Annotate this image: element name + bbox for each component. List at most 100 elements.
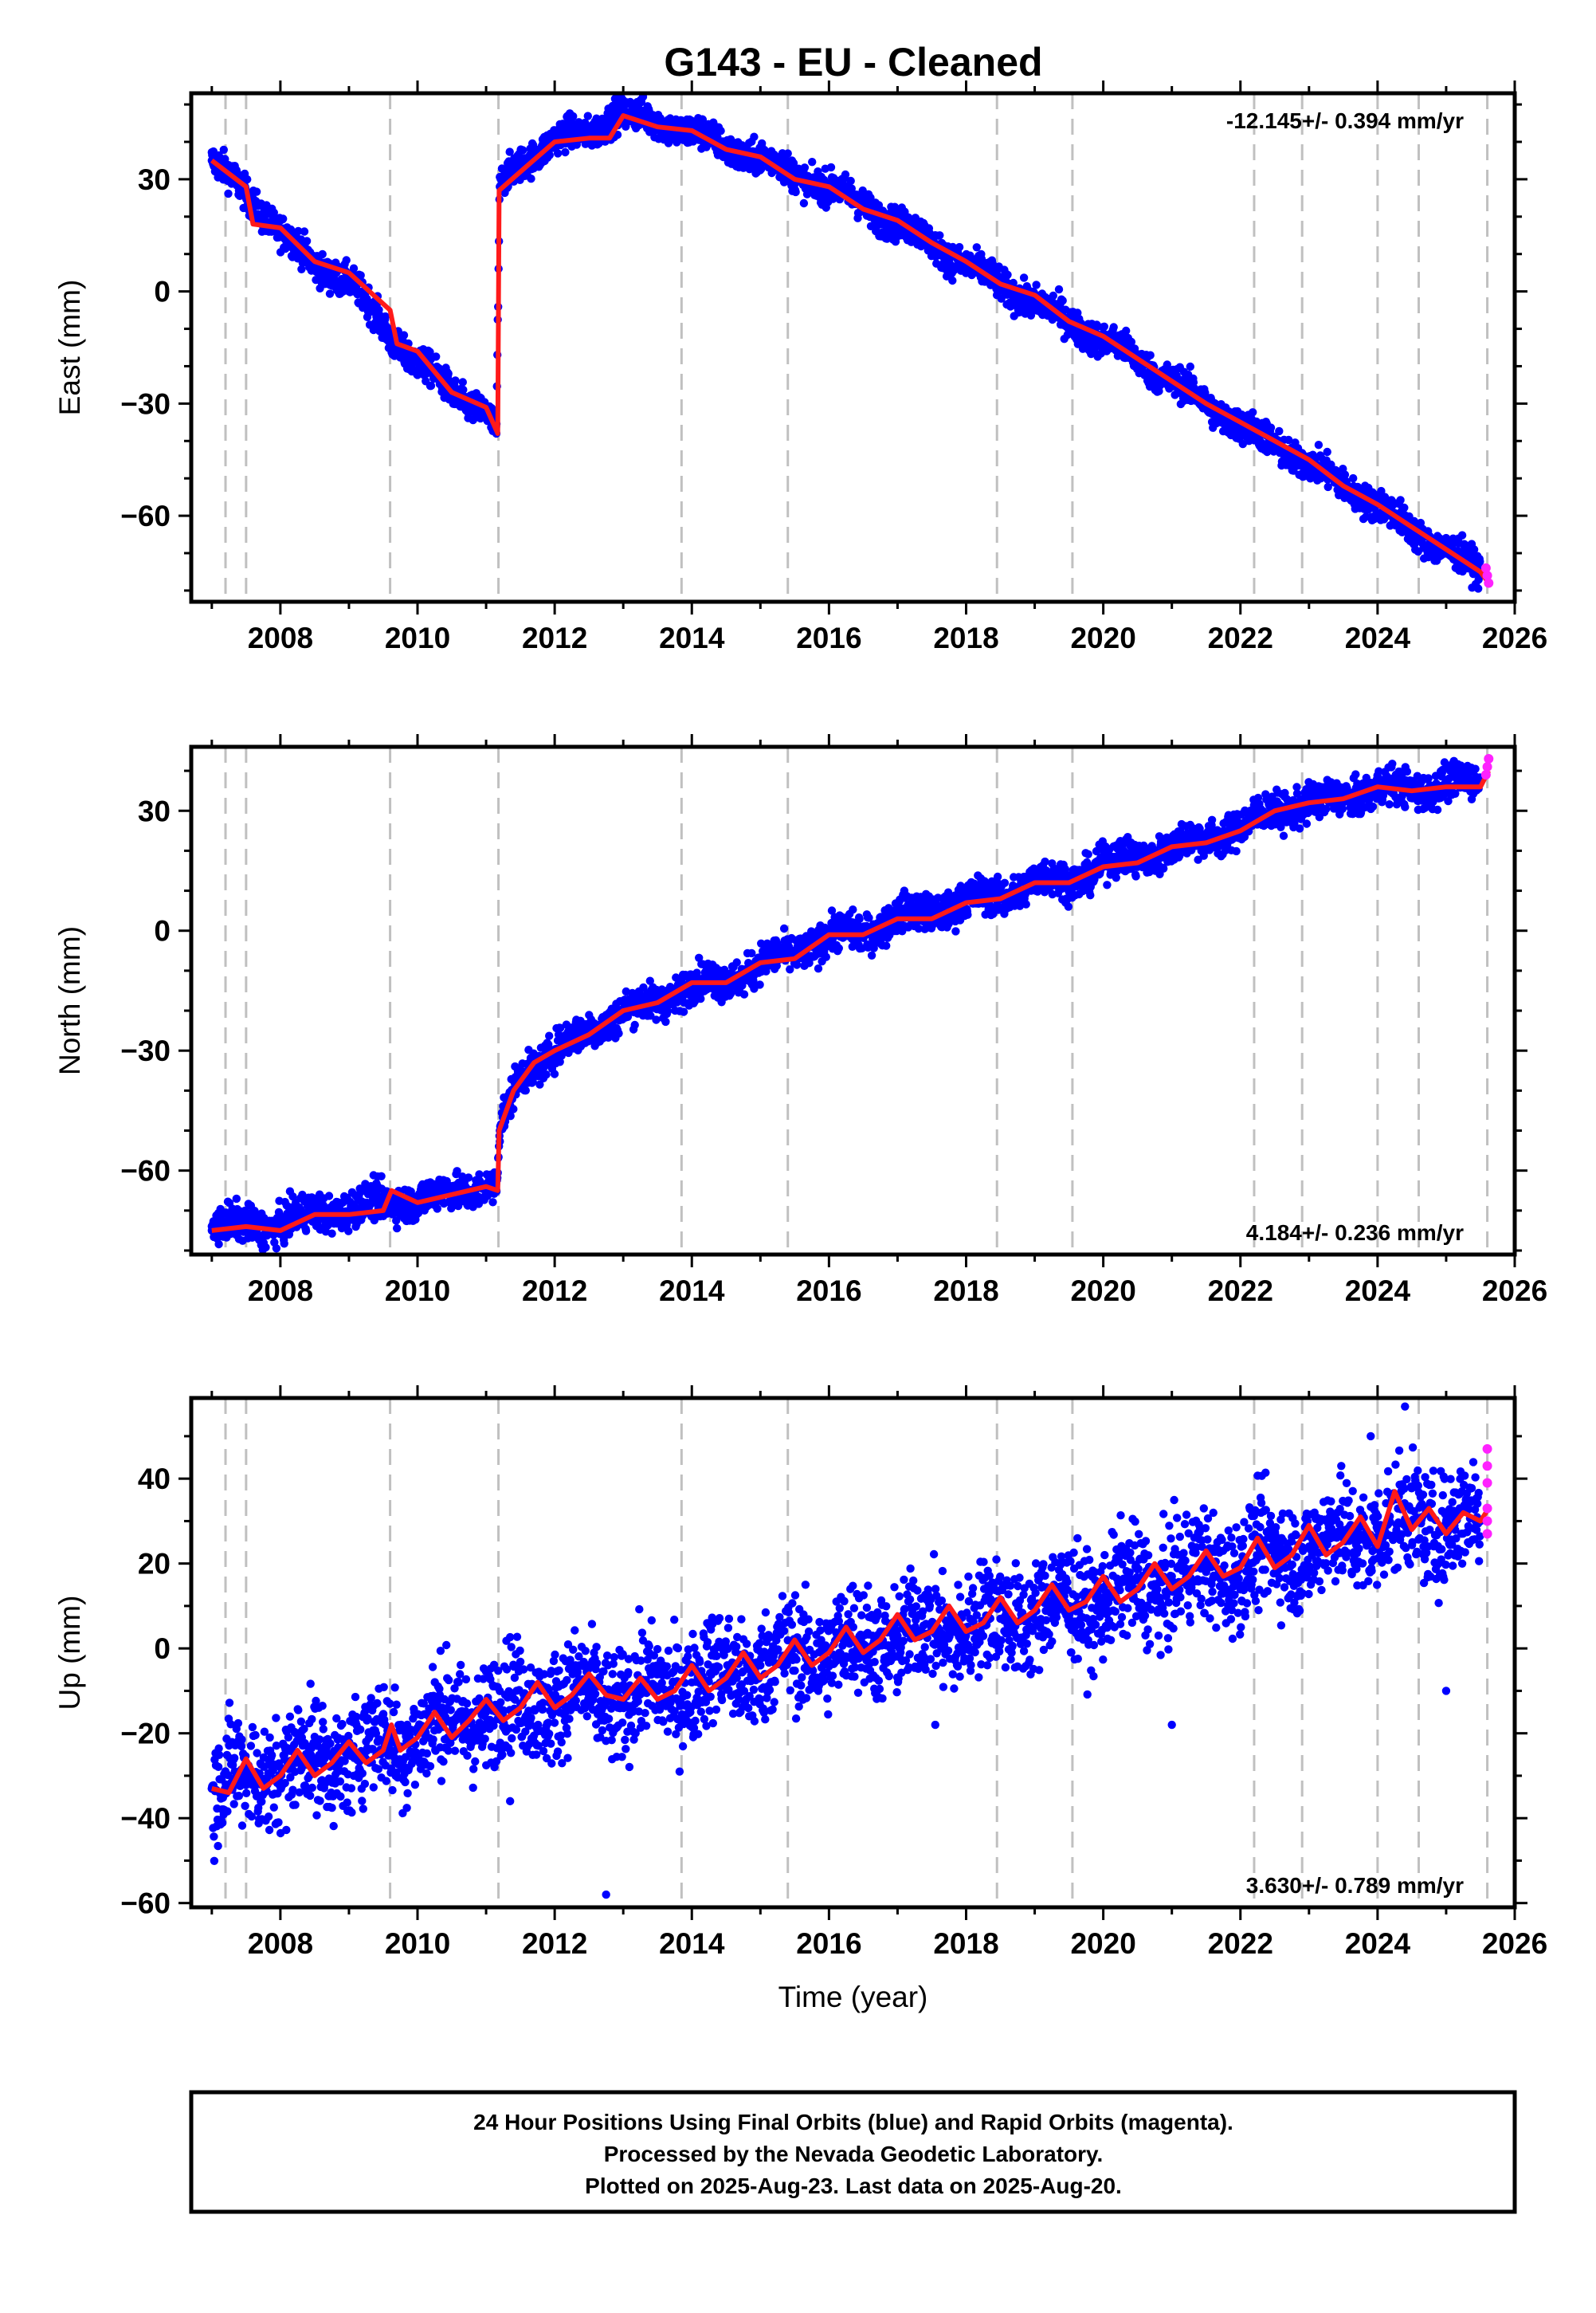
daily-position-point xyxy=(1019,273,1029,282)
daily-position-point xyxy=(583,112,592,120)
daily-position-point xyxy=(646,1011,655,1020)
daily-position-point xyxy=(261,1243,270,1252)
daily-position-point xyxy=(527,175,535,183)
daily-position-point xyxy=(1284,435,1293,445)
daily-position-point xyxy=(298,1190,307,1200)
daily-position-point xyxy=(297,265,306,273)
final-orbits-point xyxy=(344,276,354,285)
daily-position-point xyxy=(786,965,794,974)
daily-position-point xyxy=(755,980,764,989)
daily-position-point xyxy=(349,264,359,273)
final-orbits-point xyxy=(1030,298,1039,307)
daily-position-point xyxy=(1127,337,1136,347)
x-tick-label: 2010 xyxy=(385,622,450,654)
plot-frame xyxy=(189,91,1517,604)
daily-position-point xyxy=(377,1172,386,1181)
y-axis-label: East (mm) xyxy=(53,280,86,416)
daily-position-point xyxy=(747,948,756,958)
daily-position-point xyxy=(1410,516,1418,525)
daily-position-point xyxy=(569,112,578,121)
x-tick-label: 2008 xyxy=(248,622,313,654)
daily-position-point xyxy=(1340,470,1350,479)
daily-position-point xyxy=(232,1194,241,1204)
daily-position-point xyxy=(393,1223,402,1233)
daily-position-point xyxy=(622,987,630,996)
daily-position-point xyxy=(535,1080,544,1089)
daily-position-point xyxy=(1323,447,1331,457)
x-tick-label: 2020 xyxy=(1070,622,1135,654)
daily-position-point xyxy=(301,1227,311,1235)
daily-position-point xyxy=(294,226,303,236)
daily-position-point xyxy=(716,127,725,135)
rapid-orbits-point xyxy=(1480,563,1491,573)
daily-position-point xyxy=(451,376,460,385)
daily-position-point xyxy=(488,1198,497,1207)
daily-position-point xyxy=(1146,351,1155,359)
daily-position-point xyxy=(695,953,704,963)
daily-position-point xyxy=(1049,291,1058,300)
daily-position-point xyxy=(1362,512,1371,521)
daily-position-point xyxy=(1109,323,1118,332)
daily-position-point xyxy=(661,1017,670,1027)
daily-position-point xyxy=(545,1031,554,1040)
velocity-annotation: -12.145+/- 0.394 mm/yr xyxy=(1226,108,1464,133)
daily-position-point xyxy=(553,149,563,158)
daily-position-point xyxy=(300,227,309,236)
daily-position-point xyxy=(324,1192,334,1200)
daily-position-point xyxy=(539,1062,549,1071)
daily-position-point xyxy=(972,243,982,252)
daily-position-point xyxy=(1474,584,1483,593)
daily-position-point xyxy=(630,1020,639,1030)
daily-position-point xyxy=(882,941,891,950)
daily-position-point xyxy=(808,158,817,167)
daily-position-point xyxy=(252,187,261,196)
daily-position-point xyxy=(783,149,792,158)
daily-position-point xyxy=(519,146,527,155)
daily-position-point xyxy=(826,163,836,172)
daily-position-point xyxy=(561,147,570,157)
y-tick-label: −30 xyxy=(120,387,171,420)
daily-position-point xyxy=(432,352,441,361)
daily-position-point xyxy=(955,242,964,252)
daily-position-point xyxy=(791,187,800,197)
daily-position-point xyxy=(425,348,434,356)
daily-position-point xyxy=(849,905,857,914)
daily-position-point xyxy=(739,990,749,999)
north-panel: 2008 2010 2012 2014 2016 2018 2020 2022 2024 2026… xyxy=(53,734,1547,1307)
plot-area xyxy=(207,93,1494,593)
daily-position-point xyxy=(521,1086,530,1095)
daily-position-point xyxy=(1266,423,1276,432)
daily-position-point xyxy=(318,249,327,259)
daily-position-point xyxy=(1003,270,1012,279)
daily-position-point xyxy=(1026,311,1036,320)
daily-position-point xyxy=(1469,545,1479,554)
daily-position-point xyxy=(433,1204,441,1213)
final-orbits-point xyxy=(413,358,422,367)
daily-position-point xyxy=(219,145,228,155)
x-tick-label: 2026 xyxy=(1482,622,1547,654)
daily-position-point xyxy=(1457,531,1467,540)
daily-position-point xyxy=(935,231,944,240)
plot-area xyxy=(207,754,1494,1255)
daily-position-point xyxy=(1054,285,1064,294)
daily-position-point xyxy=(458,378,467,387)
x-tick-label: 2022 xyxy=(1208,622,1273,654)
daily-position-point xyxy=(325,289,335,298)
daily-position-point xyxy=(726,135,735,143)
y-tick-label: 0 xyxy=(154,276,171,308)
daily-position-point xyxy=(279,214,288,223)
daily-position-point xyxy=(997,294,1006,303)
daily-position-point xyxy=(545,151,554,159)
daily-position-point xyxy=(732,958,741,967)
daily-position-point xyxy=(792,960,802,969)
daily-position-point xyxy=(692,968,701,977)
daily-position-point xyxy=(800,163,810,172)
final-orbits-points xyxy=(207,756,1485,1255)
daily-position-point xyxy=(1032,281,1041,289)
daily-position-point xyxy=(426,381,436,391)
daily-position-point xyxy=(342,256,351,265)
daily-position-point xyxy=(1122,326,1131,336)
final-orbits-point xyxy=(386,332,394,341)
daily-position-point xyxy=(841,170,850,179)
daily-position-point xyxy=(750,132,759,141)
